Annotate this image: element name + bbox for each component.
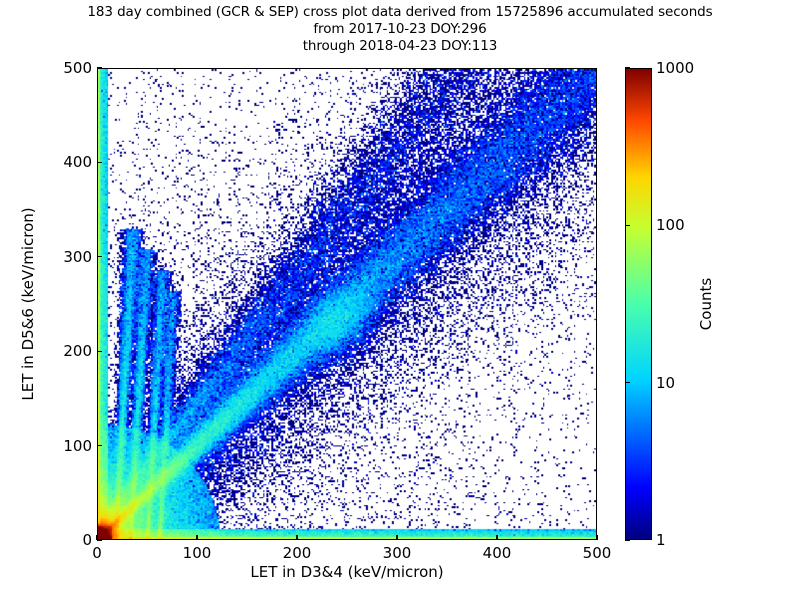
y-tick-label: 0 <box>82 531 92 549</box>
x-tick-label: 300 <box>382 544 412 562</box>
x-axis-label: LET in D3&4 (keV/micron) <box>250 563 444 581</box>
colorbar-tick-mark <box>625 224 630 226</box>
colorbar-tick-label: 100 <box>656 216 685 235</box>
y-tick-label: 300 <box>63 247 92 266</box>
y-tick-mark <box>97 350 102 352</box>
colorbar-tick-mark <box>625 539 630 541</box>
plot-area <box>97 68 597 540</box>
colorbar-label-text: Counts <box>697 277 715 331</box>
x-tick-mark <box>396 535 398 540</box>
x-tick-label: 400 <box>482 544 512 562</box>
x-tick-mark <box>196 535 198 540</box>
y-axis-label-text: LET in D5&6 (keV/micron) <box>19 207 37 401</box>
y-tick-label: 100 <box>63 436 92 455</box>
y-tick-label: 400 <box>63 153 92 172</box>
colorbar-tick-mark <box>625 67 630 69</box>
y-tick-mark <box>97 539 102 541</box>
y-tick-mark <box>97 67 102 69</box>
colorbar <box>625 68 652 540</box>
colorbar-gradient <box>626 69 651 539</box>
chart-title: 183 day combined (GCR & SEP) cross plot … <box>0 4 800 55</box>
x-tick-mark <box>96 535 98 540</box>
colorbar-tick-label: 1000 <box>656 59 695 77</box>
x-tick-label: 100 <box>182 544 212 562</box>
title-line-2: from 2017-10-23 DOY:296 <box>313 21 487 37</box>
colorbar-tick-label: 10 <box>656 373 676 392</box>
x-tick-mark <box>296 535 298 540</box>
x-tick-label: 200 <box>282 544 312 562</box>
x-tick-mark <box>596 535 598 540</box>
x-tick-label: 500 <box>582 544 612 562</box>
colorbar-tick-mark <box>625 382 630 384</box>
y-tick-mark <box>97 445 102 447</box>
scatter-heatmap-canvas <box>98 69 596 539</box>
title-line-3: through 2018-04-23 DOY:113 <box>302 38 498 54</box>
y-tick-mark <box>97 161 102 163</box>
colorbar-frame <box>625 68 652 540</box>
y-tick-label: 200 <box>63 342 92 361</box>
x-tick-label: 0 <box>92 544 102 562</box>
y-tick-mark <box>97 256 102 258</box>
colorbar-tick-label: 1 <box>656 531 666 549</box>
y-tick-label: 500 <box>63 59 92 77</box>
title-line-1: 183 day combined (GCR & SEP) cross plot … <box>87 4 713 20</box>
x-tick-mark <box>496 535 498 540</box>
